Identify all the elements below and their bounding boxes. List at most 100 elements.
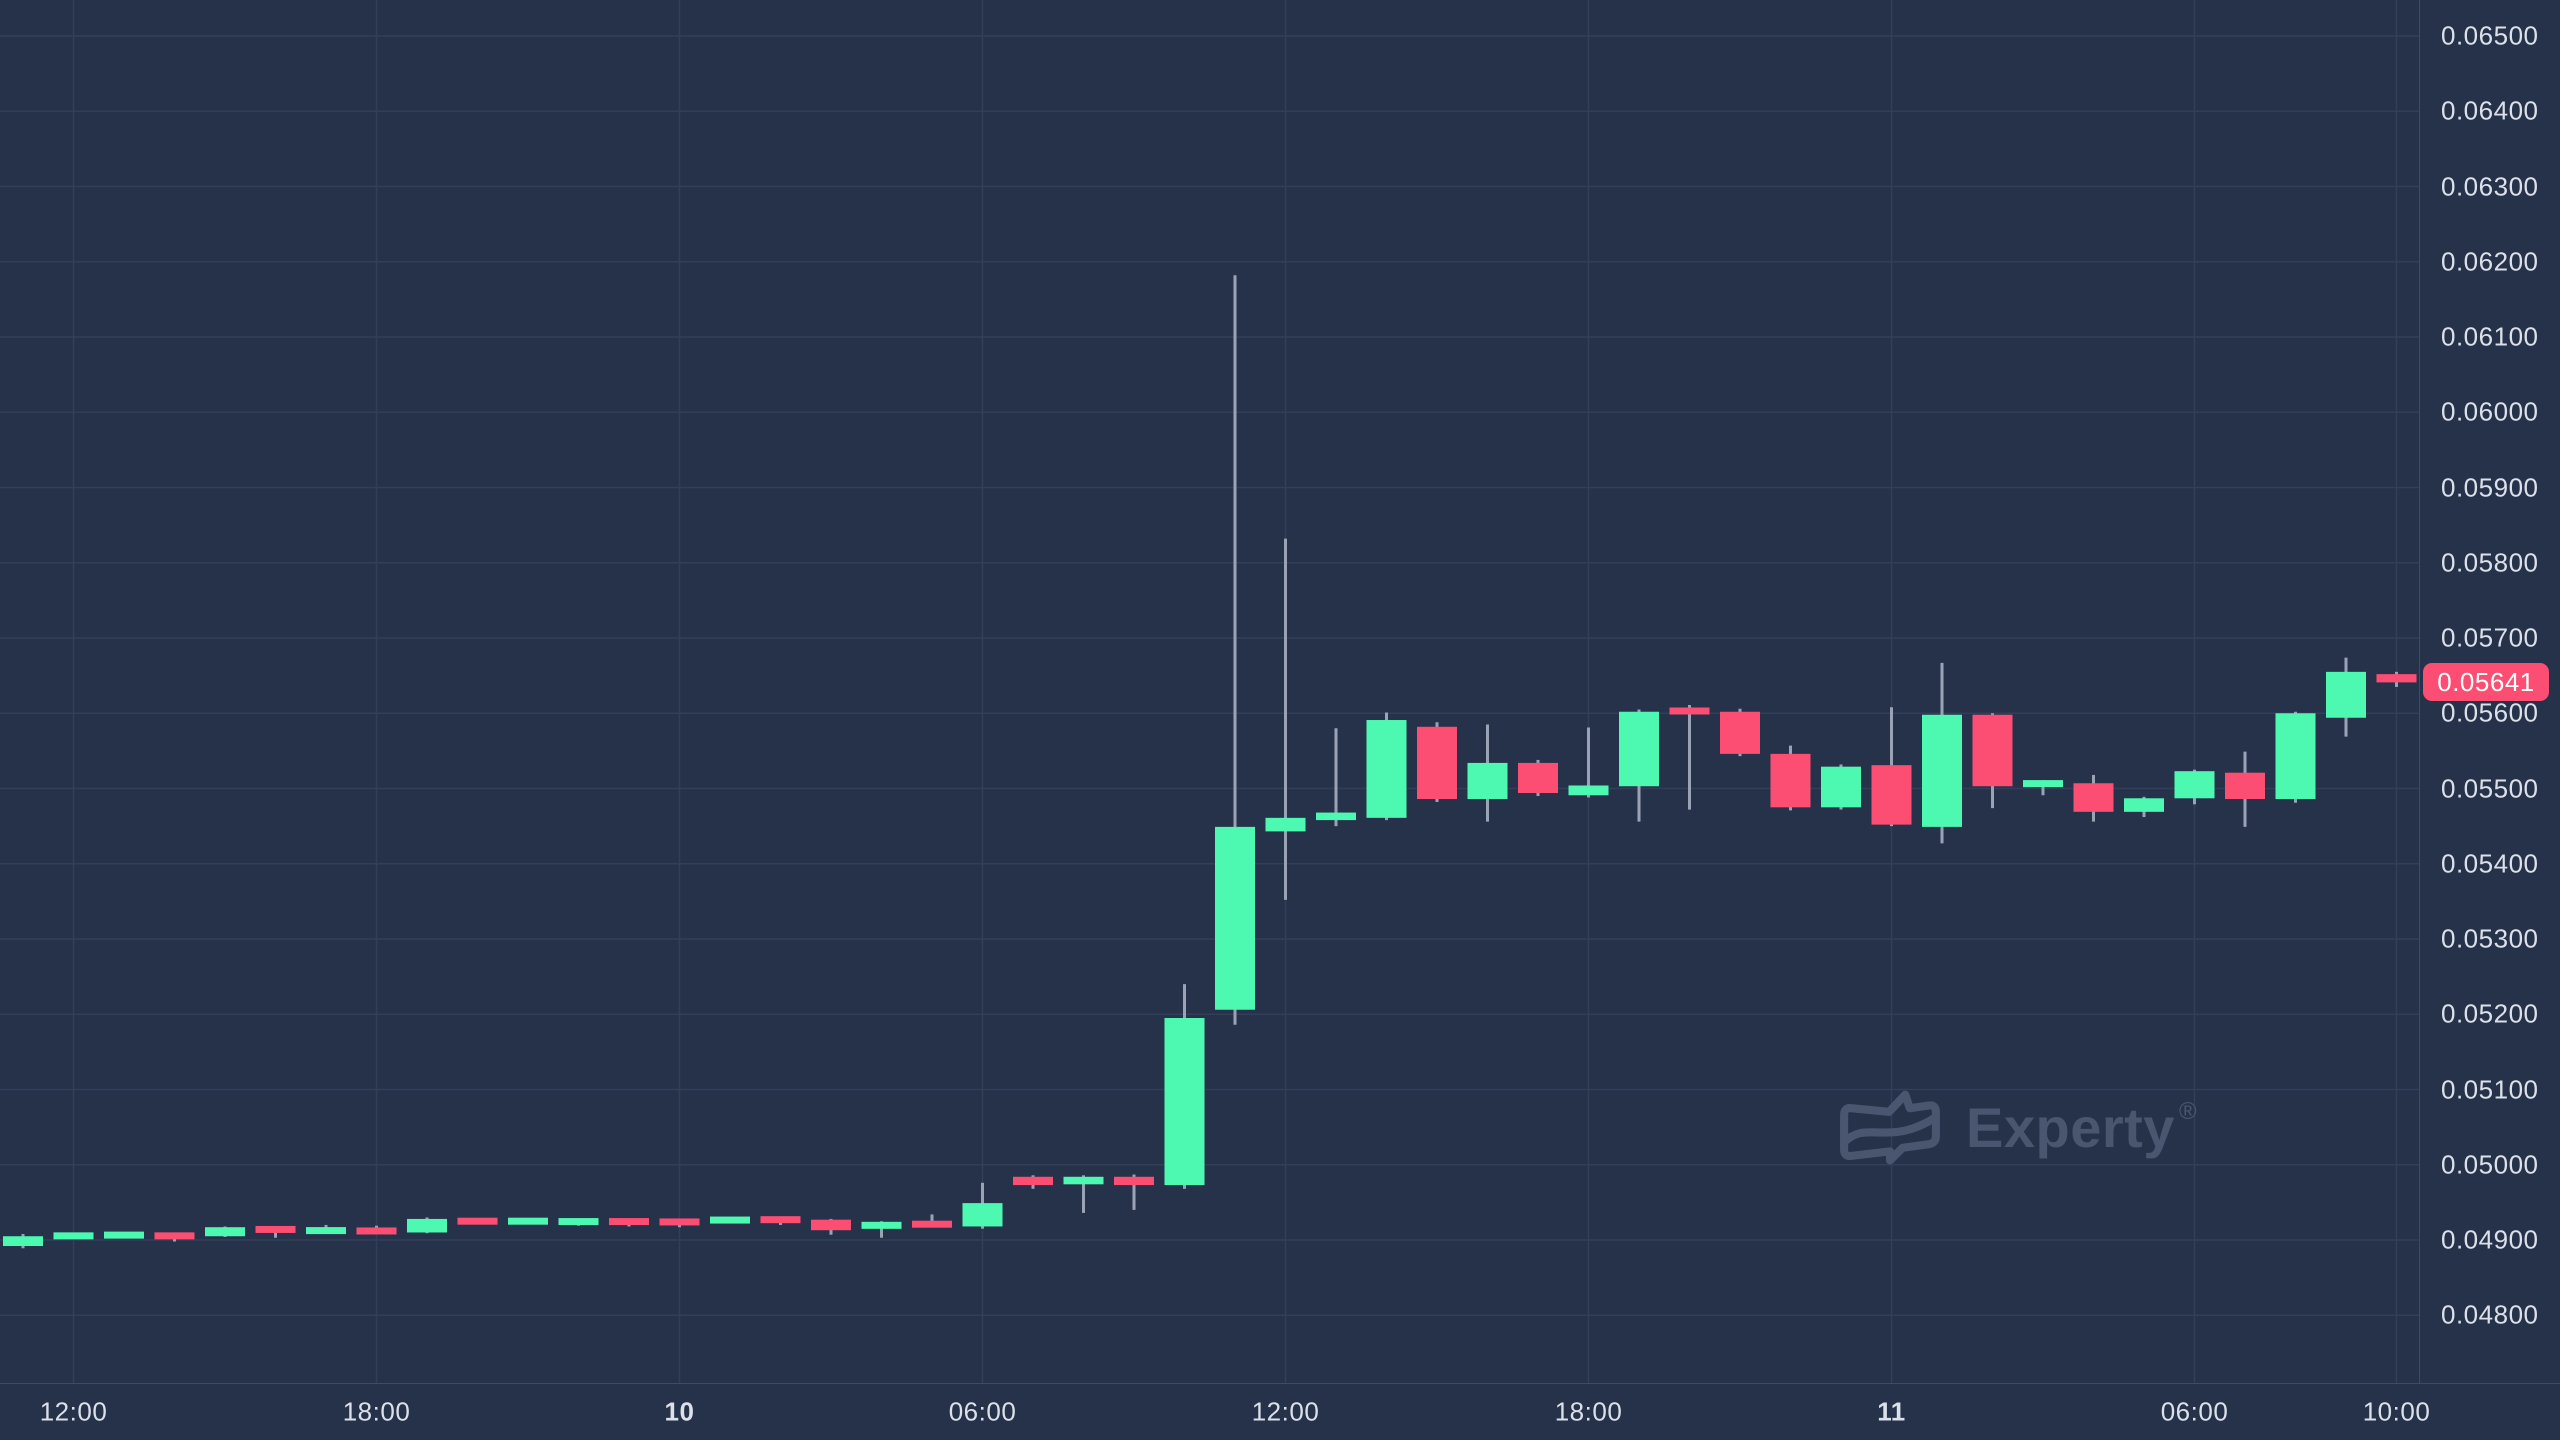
candle-body [1114, 1176, 1154, 1186]
candle[interactable] [154, 1232, 195, 1242]
candle[interactable] [1720, 708, 1760, 757]
candle[interactable] [2124, 796, 2164, 818]
candle[interactable] [659, 1218, 700, 1228]
price-tick-label: 0.05200 [2441, 998, 2539, 1029]
price-tick-label: 0.05800 [2441, 547, 2539, 578]
candle-body [2023, 780, 2063, 788]
candle-body [53, 1232, 94, 1240]
candle[interactable] [1215, 275, 1255, 1025]
candle[interactable] [962, 1182, 1003, 1229]
candle-body [2275, 713, 2316, 800]
candle[interactable] [457, 1217, 498, 1225]
candle[interactable] [2275, 711, 2316, 803]
time-tick-label: 10:00 [2362, 1396, 2431, 1427]
candle-body [2225, 772, 2265, 800]
candle[interactable] [2174, 769, 2215, 805]
candle[interactable] [1669, 704, 1710, 810]
candle-body [2174, 771, 2215, 799]
candle-body [1013, 1176, 1053, 1186]
candle[interactable] [912, 1214, 952, 1228]
candle-body [1417, 726, 1457, 800]
candle-body [1922, 714, 1962, 827]
candle[interactable] [861, 1221, 902, 1238]
candle-body [1316, 812, 1356, 821]
price-tick-label: 0.05900 [2441, 472, 2539, 502]
candle-body [760, 1216, 801, 1224]
experty-logo-icon [1840, 1090, 1940, 1165]
candle[interactable] [1619, 709, 1659, 822]
chart-plot-area[interactable] [0, 0, 2560, 1383]
candle[interactable] [53, 1232, 94, 1240]
candle-body [104, 1231, 144, 1239]
candle[interactable] [356, 1225, 397, 1235]
time-axis[interactable]: 12:00 18:00 10 06:00 12:00 18:00 11 06:00 10:00 [0, 1383, 2560, 1440]
candle[interactable] [609, 1218, 649, 1227]
candle[interactable] [760, 1216, 801, 1225]
candle-body [306, 1227, 346, 1235]
candle-body [2376, 674, 2417, 683]
candle-body [2326, 671, 2366, 718]
candle-body [861, 1221, 902, 1229]
candle[interactable] [1871, 707, 1912, 827]
candle[interactable] [1770, 745, 1811, 811]
candle[interactable] [2225, 751, 2265, 827]
candle[interactable] [1518, 759, 1558, 797]
price-tick-label: 0.05000 [2441, 1149, 2539, 1180]
candle-body [356, 1227, 397, 1235]
price-tick-label: 0.05400 [2441, 848, 2539, 879]
time-tick-label: 18:00 [342, 1396, 411, 1427]
candle[interactable] [104, 1231, 144, 1239]
candle-body [1871, 765, 1912, 825]
candle[interactable] [1972, 713, 2013, 809]
candle[interactable] [811, 1218, 851, 1235]
price-tick-label: 0.05500 [2441, 773, 2539, 803]
candle[interactable] [255, 1225, 296, 1238]
candle[interactable] [2023, 780, 2063, 796]
candle-body [1972, 714, 2013, 787]
candle-body [1063, 1176, 1104, 1185]
candle[interactable] [1013, 1175, 1053, 1189]
price-tick-label: 0.05100 [2441, 1074, 2539, 1104]
candle-body [1720, 711, 1760, 754]
watermark-brand-text: Experty ® [1966, 1096, 2198, 1159]
candle[interactable] [1265, 538, 1306, 900]
time-tick-label: 18:00 [1554, 1396, 1623, 1427]
candle[interactable] [1063, 1175, 1104, 1213]
candle-body [1467, 762, 1508, 800]
candle-body [1619, 711, 1659, 787]
price-tick-label: 0.05700 [2441, 622, 2539, 653]
candle-body [1821, 766, 1861, 808]
candle-body [3, 1236, 43, 1247]
candle[interactable] [1467, 724, 1508, 822]
candle[interactable] [306, 1224, 346, 1235]
candle[interactable] [2073, 774, 2114, 822]
candle[interactable] [1417, 722, 1457, 803]
candle[interactable] [508, 1217, 548, 1225]
candle[interactable] [1366, 712, 1407, 821]
candle[interactable] [1821, 764, 1861, 810]
candle[interactable] [1922, 662, 1962, 844]
candle-body [609, 1218, 649, 1226]
candle[interactable] [205, 1226, 245, 1237]
candle[interactable] [1316, 728, 1356, 827]
candle[interactable] [710, 1216, 750, 1224]
candle[interactable] [2326, 657, 2366, 737]
candle[interactable] [1164, 984, 1205, 1189]
price-tick-label: 0.04900 [2441, 1224, 2539, 1255]
price-tick-label: 0.06300 [2441, 171, 2539, 201]
candle-body [407, 1218, 447, 1233]
candle[interactable] [407, 1217, 447, 1234]
candle[interactable] [1568, 727, 1609, 798]
price-tick-label: 0.06200 [2441, 246, 2539, 277]
candle[interactable] [2376, 671, 2417, 687]
candle-body [457, 1217, 498, 1225]
price-tick-label: 0.04800 [2441, 1299, 2539, 1330]
candle[interactable] [1114, 1174, 1154, 1210]
candle[interactable] [558, 1218, 599, 1226]
candle-body [508, 1217, 548, 1225]
candle[interactable] [3, 1233, 43, 1249]
candle-body [710, 1216, 750, 1224]
candle-body [1770, 753, 1811, 808]
candle-body [1568, 785, 1609, 796]
